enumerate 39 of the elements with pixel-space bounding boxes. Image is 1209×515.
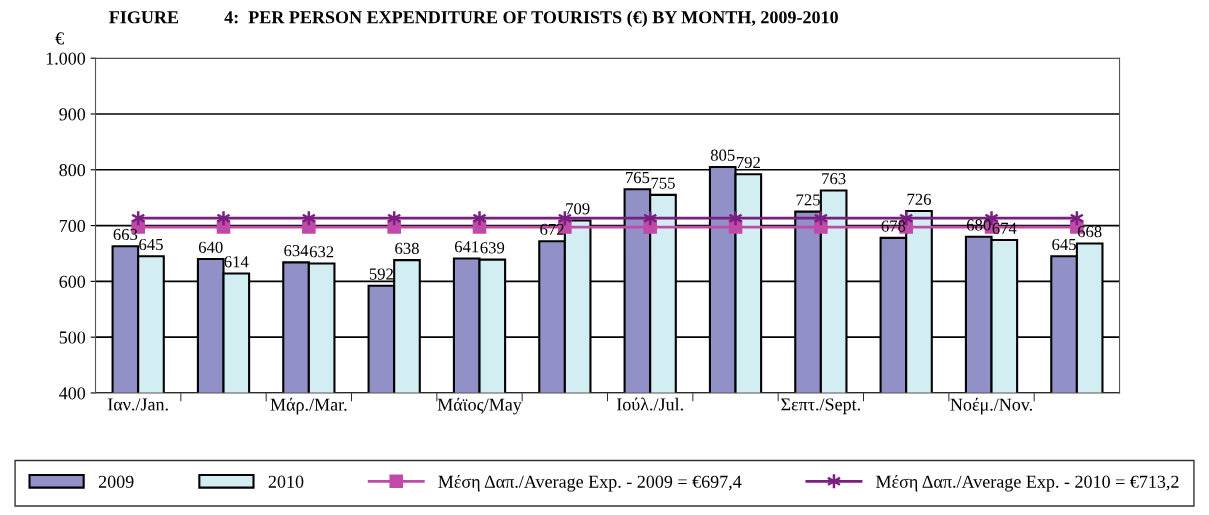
y-tick-label: 900 <box>59 108 86 121</box>
y-tick-label: 1.000 <box>46 52 86 65</box>
y-tick-label: 600 <box>59 275 86 288</box>
data-label: 592 <box>369 268 393 280</box>
data-label: 765 <box>625 171 650 184</box>
y-tick-label: 500 <box>59 331 86 344</box>
x-tick-label: Μάρ./Mar. <box>270 397 347 415</box>
data-label: 645 <box>139 238 163 251</box>
data-label: 755 <box>651 177 675 189</box>
y-tick-label: 700 <box>59 219 86 233</box>
data-label: 638 <box>395 242 419 254</box>
data-label: 668 <box>1077 226 1102 238</box>
data-label: 645 <box>1052 238 1076 251</box>
data-label: 632 <box>309 246 334 258</box>
legend-label: 2009 <box>98 475 134 488</box>
legend-label: Μέση Δαπ./Average Exp. - 2010 = €713,2 <box>876 474 1179 492</box>
data-label: 641 <box>454 241 479 253</box>
x-tick-label: Ιαν./Jan. <box>107 398 168 411</box>
data-label: 674 <box>992 222 1017 234</box>
data-label: 763 <box>822 173 846 185</box>
x-tick-label: Ιούλ./Jul. <box>616 397 683 411</box>
x-tick-label: Μάϊος/May <box>437 397 522 415</box>
x-tick-label: Νοέμ./Nov. <box>950 397 1032 415</box>
y-axis-title: € <box>55 32 64 45</box>
data-label: 709 <box>566 203 590 215</box>
data-label: 792 <box>736 156 760 169</box>
legend-label: Μέση Δαπ./Average Exp. - 2009 = €697,4 <box>438 474 742 492</box>
data-label: 663 <box>113 228 138 241</box>
data-label: 726 <box>907 193 931 205</box>
data-label: 805 <box>710 149 735 161</box>
data-label: 640 <box>198 241 223 253</box>
data-label: 725 <box>796 194 820 206</box>
chart-title: FIGURE 4: PER PERSON EXPENDITURE OF TOURISTS (€) BY MONTH, 2009-2010 <box>109 10 838 28</box>
y-tick-label: 400 <box>59 387 86 400</box>
y-tick-label: 800 <box>59 164 86 177</box>
data-label: 639 <box>480 242 505 254</box>
legend-label: 2010 <box>268 475 304 488</box>
x-tick-label: Σεπτ./Sept. <box>781 398 860 415</box>
data-label: 634 <box>284 245 309 257</box>
